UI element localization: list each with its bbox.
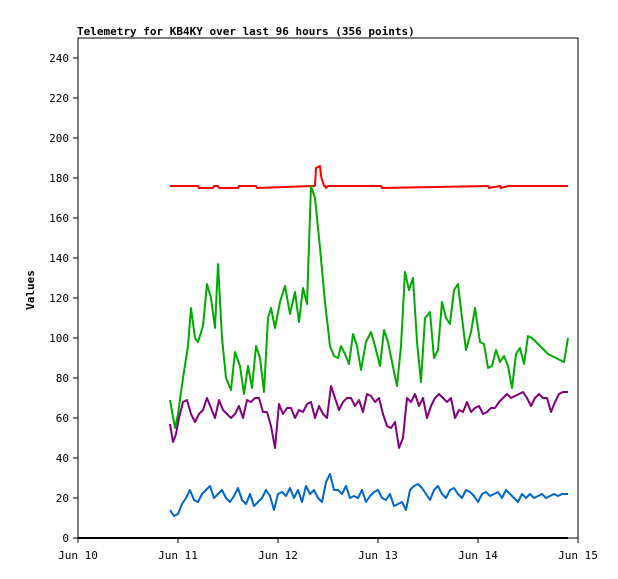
- y-tick-label: 60: [56, 412, 69, 425]
- series-line-2: [169, 385, 568, 449]
- plot-area: [77, 37, 579, 539]
- y-tick-label: 80: [56, 372, 69, 385]
- y-tick-label: 160: [49, 212, 69, 225]
- x-axis-ticks: Jun 10 Jun 11 Jun 12 Jun 13 Jun 14 Jun 15: [58, 538, 598, 562]
- y-tick-label: 220: [49, 92, 69, 105]
- x-tick-label: Jun 14: [458, 549, 498, 562]
- y-tick-label: 100: [49, 332, 69, 345]
- y-axis-ticks: 0 20 40 60 80 100 120 140 160 180 200 220 240: [49, 52, 78, 545]
- y-tick-label: 40: [56, 452, 69, 465]
- x-tick-label: Jun 15: [558, 549, 598, 562]
- series-line-1: [169, 185, 569, 429]
- chart-title: Telemetry for KB4KY over last 96 hours (…: [77, 25, 415, 38]
- x-tick-label: Jun 10: [58, 549, 98, 562]
- x-tick-label: Jun 11: [158, 549, 198, 562]
- y-tick-label: 140: [49, 252, 69, 265]
- y-tick-label: 240: [49, 52, 69, 65]
- y-tick-label: 20: [56, 492, 69, 505]
- y-tick-label: 0: [62, 532, 69, 545]
- x-tick-label: Jun 12: [258, 549, 298, 562]
- series-line-3: [169, 473, 568, 517]
- series-layer: [78, 165, 569, 539]
- y-tick-label: 120: [49, 292, 69, 305]
- x-tick-label: Jun 13: [358, 549, 398, 562]
- y-tick-label: 180: [49, 172, 69, 185]
- y-axis-label: Values: [24, 270, 37, 310]
- series-line-0: [170, 165, 568, 189]
- y-tick-label: 200: [49, 132, 69, 145]
